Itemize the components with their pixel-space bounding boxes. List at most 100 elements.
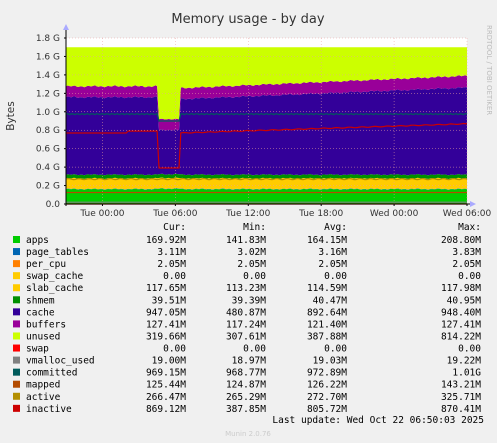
y-tick-label: 0.2 G	[36, 182, 60, 192]
legend-header: Avg:	[324, 222, 347, 233]
legend-swatch-slab_cache	[13, 284, 20, 292]
y-tick-label: 0.4 G	[36, 163, 60, 173]
legend-label-active: active	[26, 392, 61, 403]
legend-avg-page_tables: 3.16M	[318, 247, 347, 258]
legend-swatch-vmalloc_used	[13, 356, 20, 364]
legend-swatch-unused	[13, 332, 20, 340]
legend-label-shmem: shmem	[26, 295, 55, 306]
legend-avg-cache: 892.64M	[307, 307, 347, 318]
legend-swatch-inactive	[13, 404, 20, 412]
legend-label-unused: unused	[26, 331, 60, 342]
y-tick-label: 1.6 G	[36, 52, 60, 62]
rrdtool-side-label: RRDTOOL / TOBI OETIKER	[485, 25, 493, 115]
legend-swatch-page_tables	[13, 248, 20, 256]
y-axis-ticks: 0.0 0.2 G 0.4 G 0.6 G 0.8 G 1.0 G 1.2 G 1.4 G 1.…	[36, 34, 66, 210]
legend-swatch-buffers	[13, 320, 20, 328]
x-tick-label: Tue 18:00	[298, 209, 343, 219]
legend-cur-swap: 0.00	[163, 344, 186, 355]
legend-cur-vmalloc_used: 19.00M	[152, 356, 187, 367]
legend-header: Max:	[458, 222, 481, 233]
legend-cur-unused: 319.66M	[146, 331, 186, 342]
legend-cur-buffers: 127.41M	[146, 319, 186, 330]
x-tick-label: Tue 06:00	[152, 209, 197, 219]
legend-cur-per_cpu: 2.05M	[157, 259, 186, 270]
area-slab_cache	[66, 177, 467, 190]
y-tick-label: 1.0 G	[36, 108, 60, 118]
y-tick-label: 0.8 G	[36, 126, 60, 136]
legend-cur-shmem: 39.51M	[152, 295, 187, 306]
last-update: Last update: Wed Oct 22 06:50:03 2025	[272, 415, 484, 426]
legend-label-slab_cache: slab_cache	[26, 283, 83, 294]
legend-min-cache: 480.87M	[226, 307, 266, 318]
legend-label-committed: committed	[26, 368, 77, 379]
legend-max-shmem: 40.95M	[447, 295, 482, 306]
legend-avg-shmem: 40.47M	[313, 295, 348, 306]
legend-max-vmalloc_used: 19.22M	[447, 356, 482, 367]
grid-lines	[66, 37, 468, 204]
legend-max-committed: 1.01G	[452, 368, 481, 379]
legend-label-apps: apps	[26, 235, 49, 246]
legend-min-slab_cache: 113.23M	[226, 283, 266, 294]
legend-max-cache: 948.40M	[441, 307, 481, 318]
legend-label-vmalloc_used: vmalloc_used	[26, 356, 95, 367]
legend-swatch-mapped	[13, 380, 20, 388]
legend-label-swap: swap	[26, 344, 49, 355]
legend-avg-inactive: 805.72M	[307, 404, 347, 415]
y-tick-label: 1.4 G	[36, 71, 60, 81]
y-tick-label: 0.6 G	[36, 145, 60, 155]
legend-max-page_tables: 3.83M	[452, 247, 481, 258]
legend-label-per_cpu: per_cpu	[26, 259, 66, 270]
legend-label-buffers: buffers	[26, 319, 66, 330]
legend-avg-buffers: 121.40M	[307, 319, 347, 330]
line-inactive	[66, 122, 468, 169]
y-tick-label: 1.2 G	[36, 89, 60, 99]
legend-min-shmem: 39.39M	[232, 295, 267, 306]
x-axis-arrow	[470, 201, 476, 207]
legend-min-swap_cache: 0.00	[243, 271, 266, 282]
chart-title: Memory usage - by day	[171, 12, 324, 27]
legend-header: Cur:	[163, 222, 186, 233]
legend-min-unused: 307.61M	[226, 331, 266, 342]
legend-max-buffers: 127.41M	[441, 319, 481, 330]
legend-header: Min:	[243, 222, 266, 233]
legend-cur-mapped: 125.44M	[146, 380, 186, 391]
area-buffers	[66, 75, 467, 131]
legend-swatch-apps	[13, 236, 20, 243]
legend-cur-active: 266.47M	[146, 392, 186, 403]
legend-swatch-active	[13, 392, 20, 400]
legend-swatch-cache	[13, 308, 20, 316]
legend-min-per_cpu: 2.05M	[237, 259, 266, 270]
legend-avg-apps: 164.15M	[307, 235, 347, 246]
legend-cur-committed: 969.15M	[146, 368, 186, 379]
line-active	[65, 177, 468, 181]
munin-footer: Munin 2.0.76	[225, 430, 271, 438]
x-tick-label: Wed 06:00	[443, 209, 492, 219]
x-tick-label: Wed 00:00	[370, 209, 419, 219]
x-tick-label: Tue 12:00	[225, 209, 270, 219]
legend-avg-slab_cache: 114.59M	[307, 283, 347, 294]
legend-min-apps: 141.83M	[226, 235, 266, 246]
y-tick-label: 1.8 G	[36, 34, 60, 44]
legend-cur-inactive: 869.12M	[146, 404, 186, 415]
legend-label-page_tables: page_tables	[26, 247, 89, 258]
legend-label-swap_cache: swap_cache	[26, 271, 83, 282]
legend-cur-apps: 169.92M	[146, 235, 186, 246]
x-axis-ticks: Tue 00:00 Tue 06:00 Tue 12:00 Tue 18:00 Wed …	[79, 204, 491, 219]
area-unused	[66, 47, 467, 120]
legend-max-swap: 0.00	[458, 344, 481, 355]
legend-swatch-swap_cache	[13, 272, 20, 280]
legend-min-page_tables: 3.02M	[237, 247, 266, 258]
legend-swatch-shmem	[13, 296, 20, 304]
legend-label-inactive: inactive	[26, 404, 72, 415]
legend-max-active: 325.71M	[441, 392, 481, 403]
legend-avg-mapped: 126.22M	[307, 380, 347, 391]
legend-min-vmalloc_used: 18.97M	[232, 356, 267, 367]
legend-avg-swap: 0.00	[324, 344, 347, 355]
legend-min-active: 265.29M	[226, 392, 266, 403]
legend-min-committed: 968.77M	[226, 368, 266, 379]
legend-avg-unused: 387.88M	[307, 331, 347, 342]
legend-max-unused: 814.22M	[441, 331, 481, 342]
legend-min-swap: 0.00	[243, 344, 266, 355]
legend-swatch-committed	[13, 368, 20, 376]
